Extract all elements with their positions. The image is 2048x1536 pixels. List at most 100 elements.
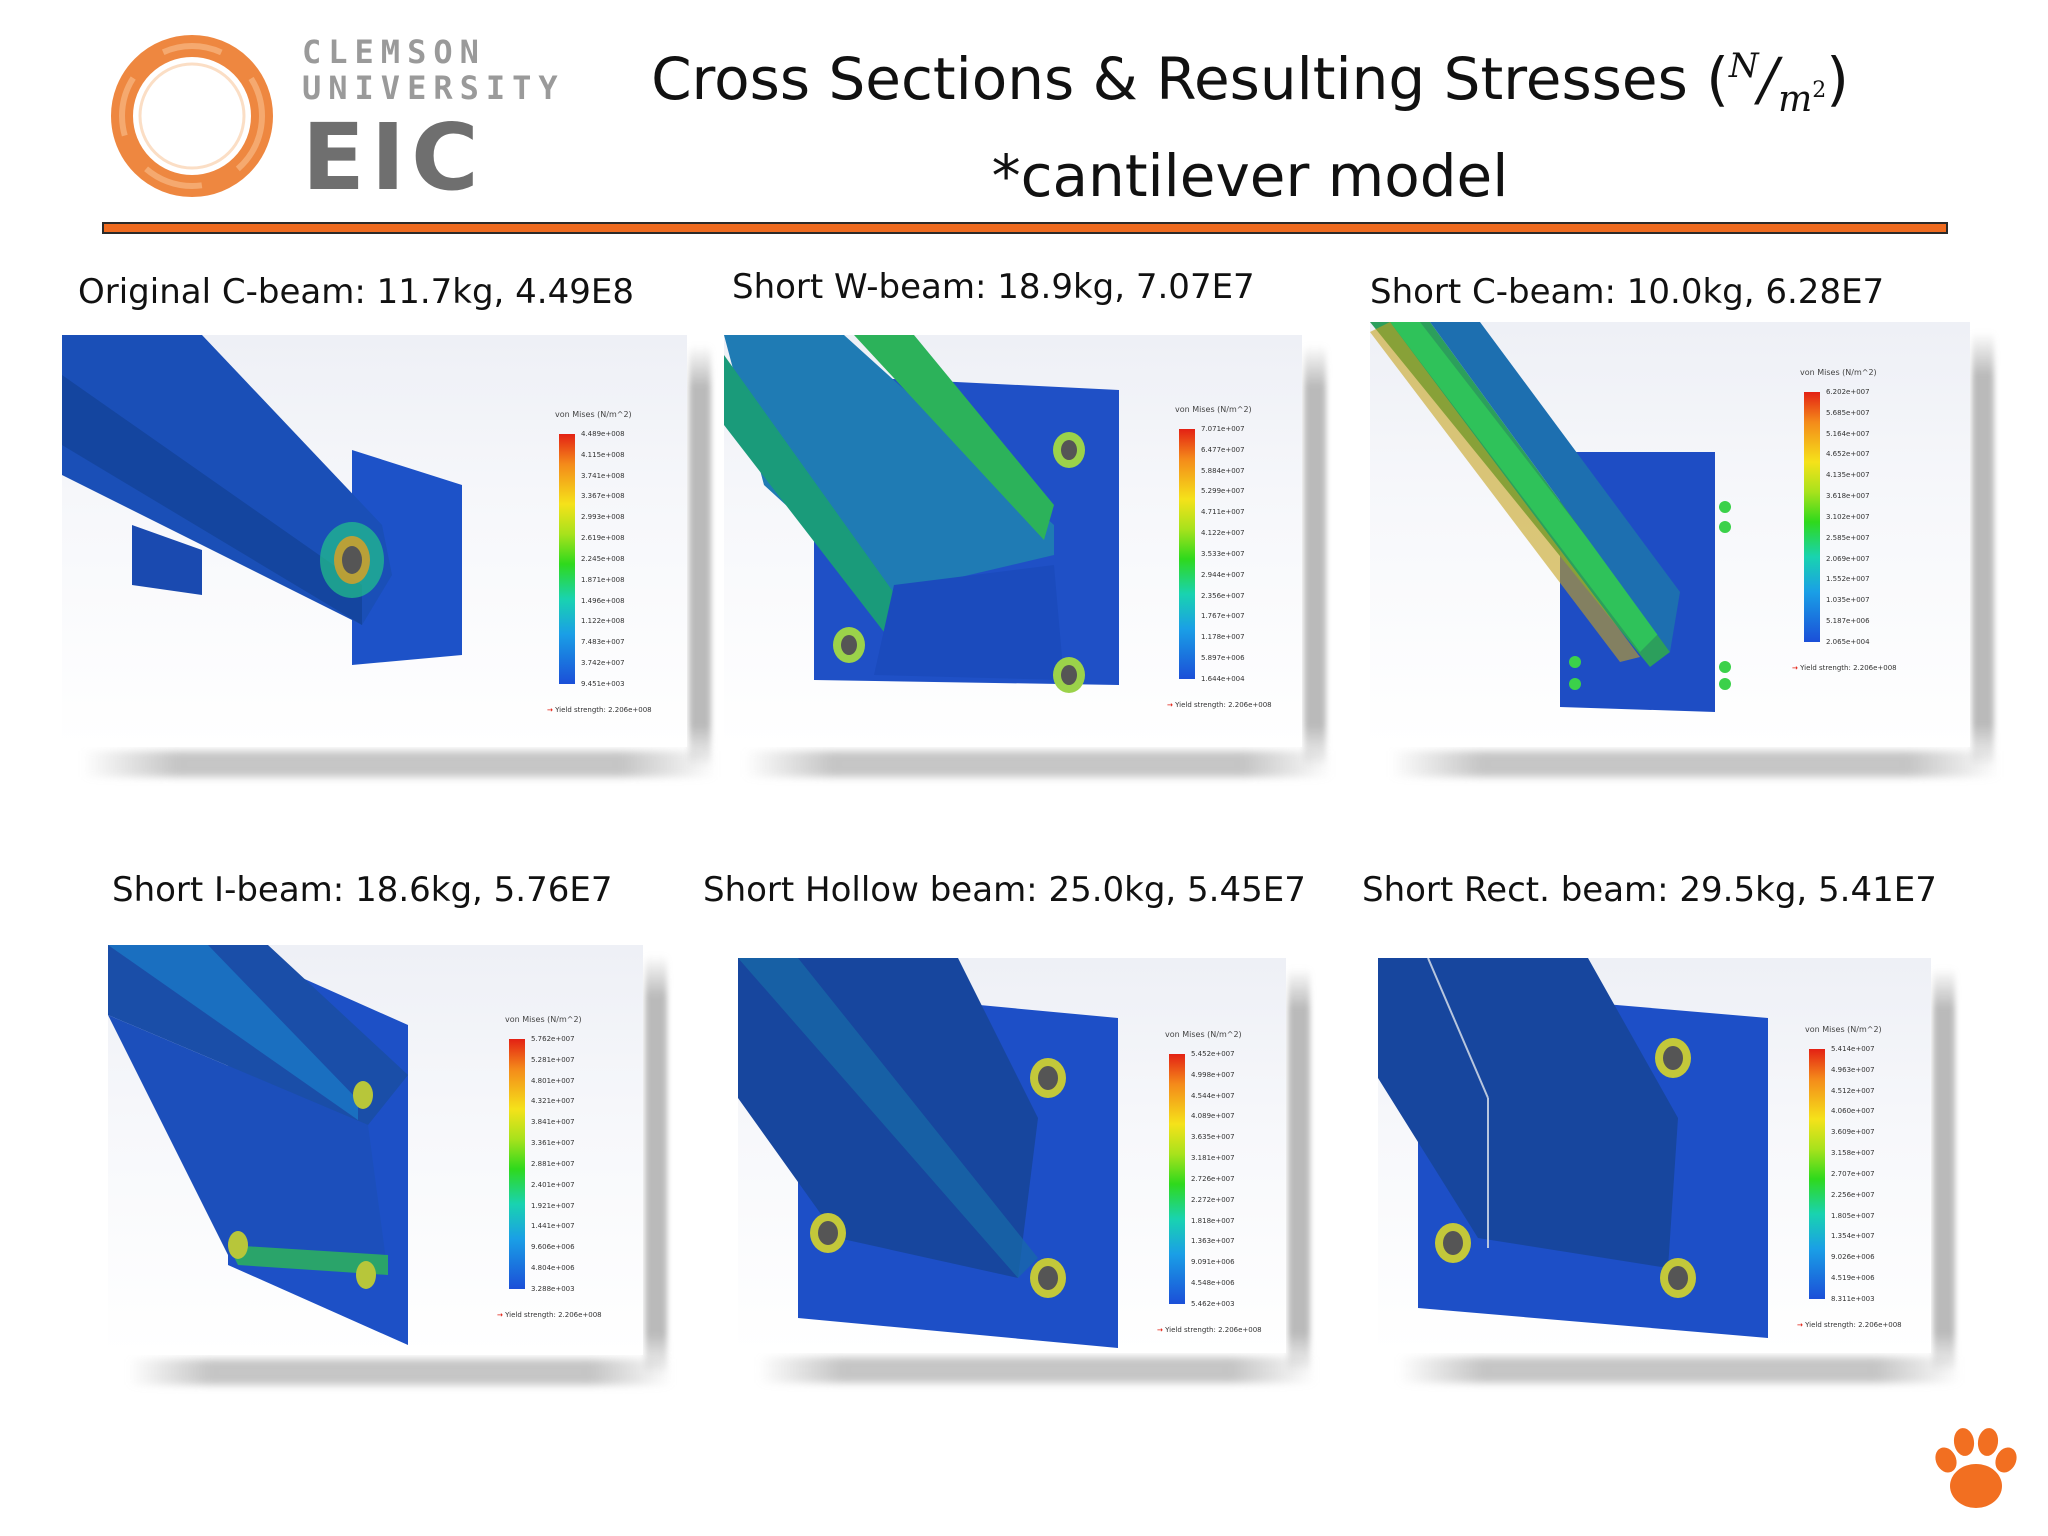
slide-title: Cross Sections & Resulting Stresses (N/m… <box>560 28 1940 214</box>
legend-tick-label: 5.281e+007 <box>531 1055 575 1064</box>
legend-tick-label: 2.881e+007 <box>531 1159 575 1168</box>
legend-color-bar <box>1804 392 1820 642</box>
legend-tick-label: 5.414e+007 <box>1831 1045 1875 1053</box>
yield-arrow-icon: → <box>1167 701 1173 709</box>
legend-tick-label: 4.801e+007 <box>531 1076 575 1085</box>
legend-ticks: 6.202e+007 5.685e+007 5.164e+007 4.652e+007… <box>1826 388 1870 646</box>
stress-render-image <box>1378 958 1931 1353</box>
legend-tick-label: 1.122e+008 <box>581 617 625 626</box>
legend-title: von Mises (N/m^2) <box>1165 1030 1242 1039</box>
legend-tick-label: 3.841e+007 <box>531 1118 575 1127</box>
stress-render-image <box>62 335 687 747</box>
legend-tick-label: 2.356e+007 <box>1201 591 1245 600</box>
legend-tick-label: 4.135e+007 <box>1826 471 1870 480</box>
legend-tick-label: 9.026e+006 <box>1831 1253 1875 1262</box>
legend-yield-strength: → Yield strength: 2.206e+008 <box>1797 1321 1902 1329</box>
beam-model <box>738 958 1118 1348</box>
panel-shadow-side <box>645 955 667 1375</box>
legend-tick-label: 5.897e+006 <box>1201 654 1245 663</box>
legend-color-bar <box>509 1039 525 1289</box>
legend-tick-label: 4.519e+006 <box>1831 1274 1875 1283</box>
legend-tick-label: 2.065e+004 <box>1826 637 1870 646</box>
legend-tick-label: 3.361e+007 <box>531 1139 575 1148</box>
legend-tick-label: 9.606e+006 <box>531 1243 575 1252</box>
stress-render-image <box>738 958 1286 1353</box>
panel-caption: Short Rect. beam: 29.5kg, 5.41E7 <box>1362 870 1937 910</box>
legend-color-bar <box>1179 429 1195 679</box>
legend-tick-label: 3.288e+003 <box>531 1284 575 1293</box>
header-divider <box>102 222 1948 234</box>
stress-legend: von Mises (N/m^2) 7.071e+007 6.477e+007 5.8… <box>1167 405 1295 725</box>
legend-tick-label: 5.187e+006 <box>1826 617 1870 626</box>
legend-tick-label: 1.035e+007 <box>1826 596 1870 605</box>
legend-tick-label: 5.164e+007 <box>1826 429 1870 438</box>
stress-render-image <box>1370 322 1970 747</box>
legend-tick-label: 4.548e+006 <box>1191 1279 1235 1288</box>
legend-tick-label: 4.963e+007 <box>1831 1065 1875 1074</box>
logo-wordmark: CLEMSON UNIVERSITY EIC <box>302 34 565 206</box>
panel-shadow-side <box>1288 968 1310 1373</box>
stress-legend: von Mises (N/m^2) 4.489e+008 4.115e+008 3.7… <box>547 410 675 730</box>
panel-shadow-side <box>1972 332 1994 767</box>
legend-tick-label: 1.871e+008 <box>581 575 625 584</box>
legend-tick-label: 6.477e+007 <box>1201 445 1245 454</box>
legend-tick-label: 4.512e+007 <box>1831 1086 1875 1095</box>
legend-color-bar <box>1169 1054 1185 1304</box>
legend-tick-label: 2.726e+007 <box>1191 1174 1235 1183</box>
panel-shadow <box>82 751 717 777</box>
legend-title: von Mises (N/m^2) <box>1805 1025 1882 1034</box>
logo-line-eic: EIC <box>302 104 485 211</box>
legend-tick-label: 2.401e+007 <box>531 1180 575 1189</box>
legend-tick-label: 3.742e+007 <box>581 659 625 668</box>
legend-tick-label: 2.069e+007 <box>1826 554 1870 563</box>
legend-tick-label: 4.544e+007 <box>1191 1091 1235 1100</box>
legend-tick-label: 1.363e+007 <box>1191 1237 1235 1246</box>
beam-model <box>62 335 462 665</box>
legend-title: von Mises (N/m^2) <box>555 410 632 419</box>
legend-tick-label: 7.071e+007 <box>1201 425 1245 433</box>
panel-shadow-side <box>689 345 711 767</box>
legend-color-bar <box>559 434 575 684</box>
panel-shadow-side <box>1304 345 1326 767</box>
beam-model <box>1370 322 1731 712</box>
legend-tick-label: 3.102e+007 <box>1826 512 1870 521</box>
legend-tick-label: 4.089e+007 <box>1191 1112 1235 1121</box>
panel-caption: Short Hollow beam: 25.0kg, 5.45E7 <box>703 870 1306 910</box>
yield-arrow-icon: → <box>1157 1326 1163 1334</box>
legend-tick-label: 1.767e+007 <box>1201 612 1245 621</box>
legend-tick-label: 2.619e+008 <box>581 534 625 543</box>
legend-tick-label: 6.202e+007 <box>1826 388 1870 396</box>
legend-yield-strength: → Yield strength: 2.206e+008 <box>547 706 652 714</box>
yield-arrow-icon: → <box>547 706 553 714</box>
yield-arrow-icon: → <box>1797 1321 1803 1329</box>
stress-render-image <box>108 945 643 1355</box>
legend-yield-strength: → Yield strength: 2.206e+008 <box>1792 664 1897 672</box>
title-line-1: Cross Sections & Resulting Stresses (N/m… <box>651 45 1849 120</box>
panel-shadow-side <box>1933 968 1955 1373</box>
legend-ticks: 5.414e+007 4.963e+007 4.512e+007 4.060e+007… <box>1831 1045 1875 1303</box>
legend-yield-strength: → Yield strength: 2.206e+008 <box>1167 701 1272 709</box>
legend-title: von Mises (N/m^2) <box>1175 405 1252 414</box>
legend-tick-label: 3.158e+007 <box>1831 1149 1875 1158</box>
legend-tick-label: 1.552e+007 <box>1826 575 1870 584</box>
legend-tick-label: 3.181e+007 <box>1191 1154 1235 1163</box>
legend-title: von Mises (N/m^2) <box>505 1015 582 1024</box>
clemson-eic-logo: CLEMSON UNIVERSITY EIC <box>104 26 558 206</box>
panel-caption: Original C-beam: 11.7kg, 4.49E8 <box>78 272 634 312</box>
logo-line-university: UNIVERSITY <box>302 69 565 107</box>
stress-legend: von Mises (N/m^2) 5.452e+007 4.998e+007 4.5… <box>1157 1030 1285 1350</box>
legend-tick-label: 1.805e+007 <box>1831 1211 1875 1220</box>
panel-shadow <box>1398 1357 1961 1383</box>
legend-ticks: 5.452e+007 4.998e+007 4.544e+007 4.089e+007… <box>1191 1050 1235 1308</box>
legend-title: von Mises (N/m^2) <box>1800 368 1877 377</box>
panel-shadow <box>758 1357 1316 1383</box>
panel-shadow <box>744 751 1332 777</box>
legend-tick-label: 3.635e+007 <box>1191 1133 1235 1142</box>
panel-caption: Short C-beam: 10.0kg, 6.28E7 <box>1370 272 1885 312</box>
legend-tick-label: 1.178e+007 <box>1201 633 1245 642</box>
legend-tick-label: 5.884e+007 <box>1201 466 1245 475</box>
stress-legend: von Mises (N/m^2) 5.762e+007 5.281e+007 4.8… <box>497 1015 625 1335</box>
legend-yield-strength: → Yield strength: 2.206e+008 <box>497 1311 602 1319</box>
panel-shadow <box>128 1359 673 1385</box>
legend-tick-label: 5.452e+007 <box>1191 1050 1235 1058</box>
